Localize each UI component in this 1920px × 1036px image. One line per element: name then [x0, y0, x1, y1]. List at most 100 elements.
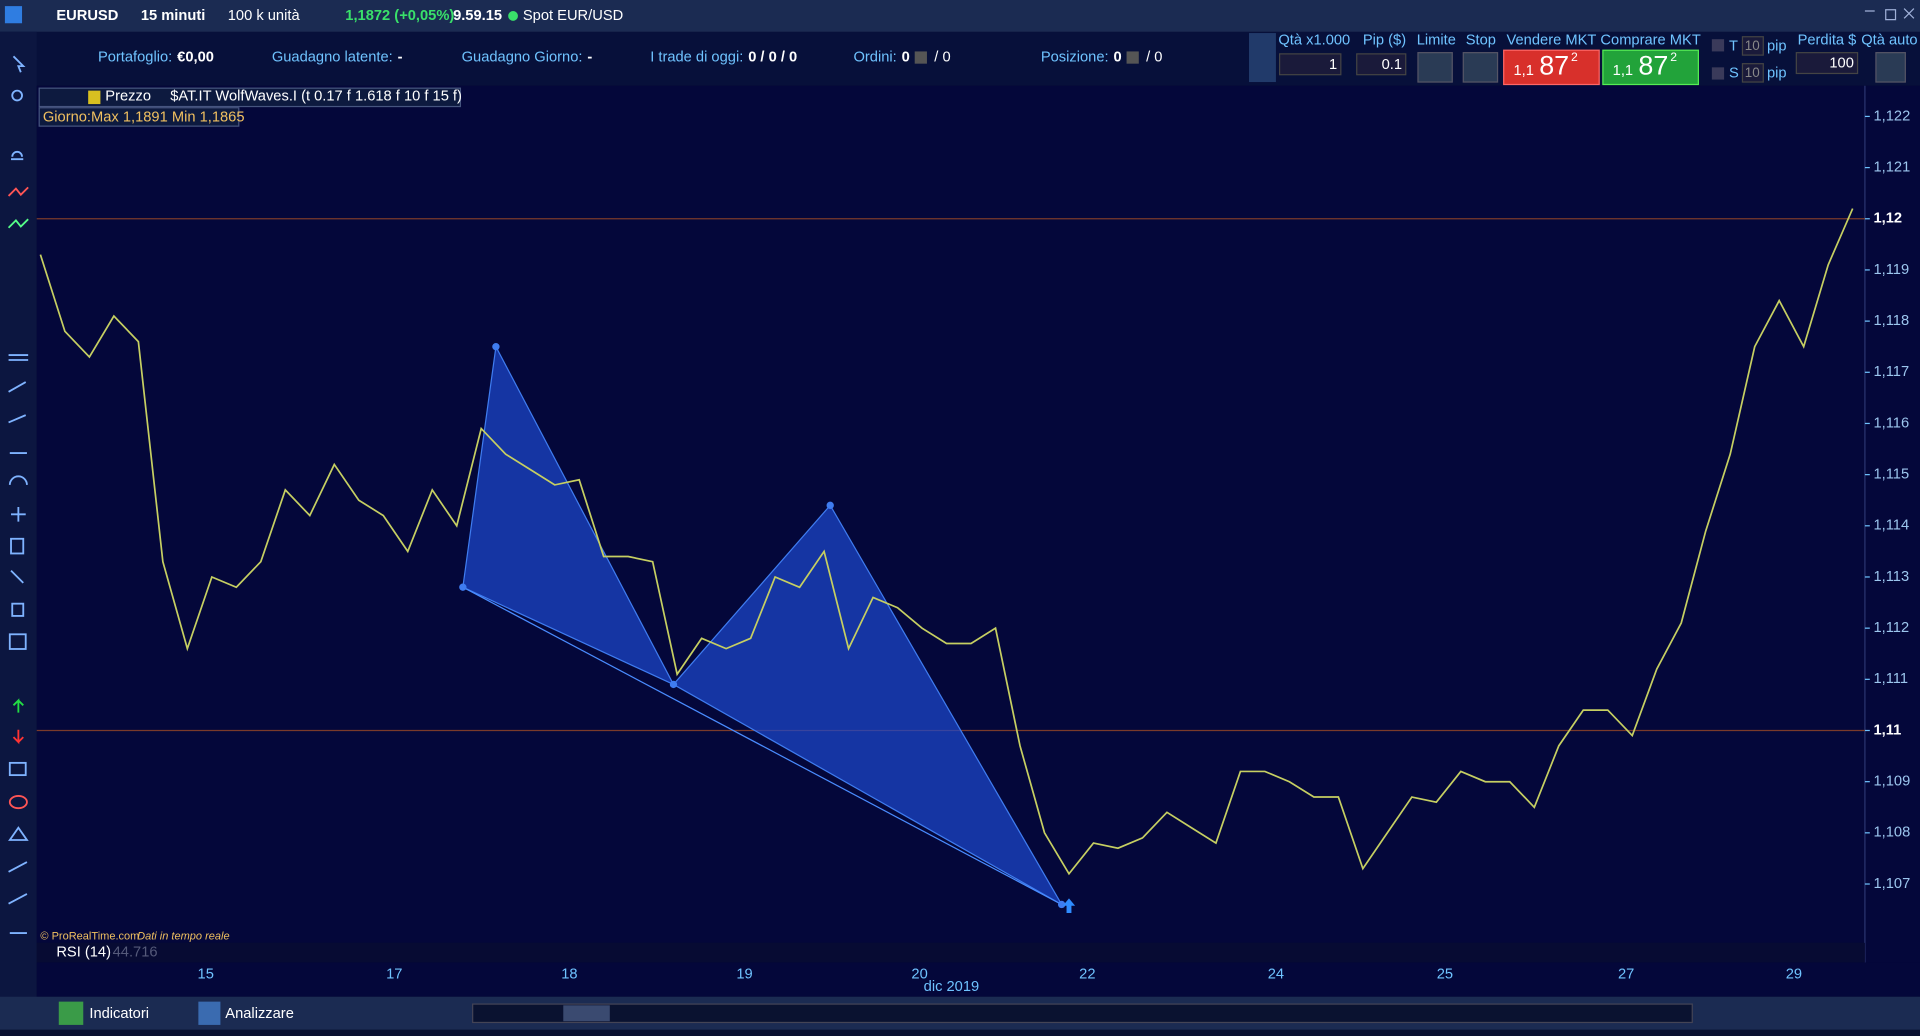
price: 1,1872 (+0,05%) [345, 8, 454, 24]
scrollbar[interactable] [472, 1003, 1693, 1024]
size[interactable]: 100 k unità [228, 8, 301, 24]
x-tick-label: 27 [1618, 967, 1634, 983]
status-dot [508, 11, 518, 21]
wolfwave-point [459, 583, 467, 591]
buy-price-pips: 87 [1638, 50, 1668, 80]
loss-input[interactable] [1795, 52, 1859, 75]
t-pips[interactable]: 10 [1745, 38, 1760, 53]
info-group: Portafoglio: €0,00 Guadagno latente: - Guada… [98, 49, 1163, 65]
s-input[interactable] [1741, 63, 1764, 83]
tool-icons[interactable] [7, 55, 29, 934]
legend-swatch [88, 90, 101, 105]
wolfwave-point [1057, 900, 1066, 909]
indicators-icon[interactable] [58, 1001, 84, 1025]
day-range: Giorno:Max 1,1891 Min 1,1865 [43, 109, 245, 125]
y-tick-label: 1,109 [1873, 774, 1910, 790]
y-tick-label: 1,119 [1873, 262, 1909, 278]
t-label: T [1729, 38, 1738, 54]
x-tick-label: 29 [1786, 967, 1802, 983]
info-label: I trade di oggi: [650, 49, 743, 65]
buy-price-frac: 2 [1670, 50, 1677, 64]
info-label: Guadagno Giorno: [462, 49, 583, 65]
pip-label: Pip ($) [1363, 32, 1406, 48]
scroll-thumb[interactable] [563, 1005, 610, 1022]
rsi-label[interactable]: RSI (14) [56, 945, 111, 961]
y-tick-label: 1,11 [1873, 722, 1901, 738]
window-controls[interactable] [1864, 8, 1915, 21]
s-check[interactable] [1711, 67, 1725, 80]
instrument: Spot EUR/USD [523, 8, 623, 24]
limit-button[interactable] [1417, 52, 1453, 83]
pip-input[interactable] [1356, 53, 1407, 76]
x-tick-label: 19 [736, 967, 752, 983]
top-bar [0, 0, 1920, 32]
info-bar [0, 31, 1920, 86]
info-value: 0 / 0 / 0 [748, 49, 797, 65]
legend-price[interactable]: Prezzo [105, 89, 151, 105]
info-value: €0,00 [177, 49, 214, 65]
realtime: Dati in tempo reale [137, 931, 229, 943]
s-pips[interactable]: 10 [1745, 65, 1760, 80]
y-tick-label: 1,107 [1873, 876, 1910, 892]
info-value: / 0 [1146, 49, 1162, 65]
legend-indicator[interactable]: $AT.IT WolfWaves.I (t 0.17 f 1.618 f 10 … [170, 89, 462, 105]
x-tick-label: 17 [386, 967, 402, 983]
info-label: Portafoglio: [98, 49, 172, 65]
x-tick-label: 18 [561, 967, 577, 983]
symbol[interactable]: EURUSD [56, 8, 118, 24]
qty-label: Qtà x1.000 [1278, 32, 1350, 48]
info-icon [1126, 51, 1139, 64]
y-tick-label: 1,117 [1873, 364, 1909, 380]
timeframe[interactable]: 15 minuti [141, 8, 205, 24]
rsi-panel [36, 942, 1865, 963]
info-value: 0 [902, 49, 910, 65]
t-check[interactable] [1711, 39, 1725, 52]
y-tick-label: 1,118 [1873, 313, 1909, 329]
info-value: 0 [1113, 49, 1121, 65]
sell-label: Vendere MKT [1507, 32, 1597, 48]
auto-label: Qtà auto [1861, 32, 1917, 48]
sell-price-big: 1,1 [1513, 63, 1533, 79]
day-range-box [38, 107, 240, 127]
tool-button[interactable] [1248, 33, 1276, 83]
y-tick-label: 1,112 [1873, 620, 1909, 636]
x-tick-label: 22 [1079, 967, 1095, 983]
date-axis [36, 962, 1920, 997]
wolfwave-point [826, 501, 834, 510]
buy-button[interactable] [1602, 49, 1699, 86]
wolfwave-point [669, 680, 678, 689]
s-label: S [1729, 65, 1739, 81]
qty-input[interactable] [1278, 53, 1342, 76]
buy-price-big: 1,1 [1613, 63, 1633, 79]
stop-button[interactable] [1462, 52, 1499, 83]
stop-label: Stop [1466, 32, 1496, 48]
info-label: Guadagno latente: [272, 49, 393, 65]
loss[interactable]: 100 [1829, 56, 1854, 72]
x-tick-label: 15 [198, 967, 214, 983]
auto-button[interactable] [1875, 52, 1906, 83]
y-tick-label: 1,111 [1873, 671, 1908, 687]
y-tick-label: 1,108 [1873, 825, 1910, 841]
wolfwave-area [672, 504, 1064, 907]
analyze-button[interactable]: Analizzare [225, 1006, 294, 1022]
order-panel: Qtà x1.000 1 Pip ($) 0.1 Limite Stop Ven… [1248, 32, 1918, 86]
info-label: Posizione: [1041, 49, 1109, 65]
price-axis [1864, 85, 1920, 963]
pip[interactable]: 0.1 [1382, 57, 1402, 73]
app-icon[interactable] [4, 6, 23, 24]
t-input[interactable] [1741, 36, 1764, 56]
y-tick-label: 1,115 [1873, 467, 1909, 483]
x-axis-title: dic 2019 [924, 979, 980, 995]
y-tick-label: 1,113 [1873, 569, 1909, 585]
sell-button[interactable] [1503, 49, 1600, 86]
limit-label: Limite [1417, 32, 1456, 48]
analyze-icon[interactable] [198, 1001, 221, 1025]
qty[interactable]: 1 [1329, 57, 1337, 73]
info-label: Ordini: [853, 49, 896, 65]
sell-price-frac: 2 [1571, 50, 1578, 64]
pip-unit: pip [1767, 65, 1787, 81]
info-value: - [398, 49, 403, 65]
indicators-button[interactable]: Indicatori [89, 1006, 149, 1022]
